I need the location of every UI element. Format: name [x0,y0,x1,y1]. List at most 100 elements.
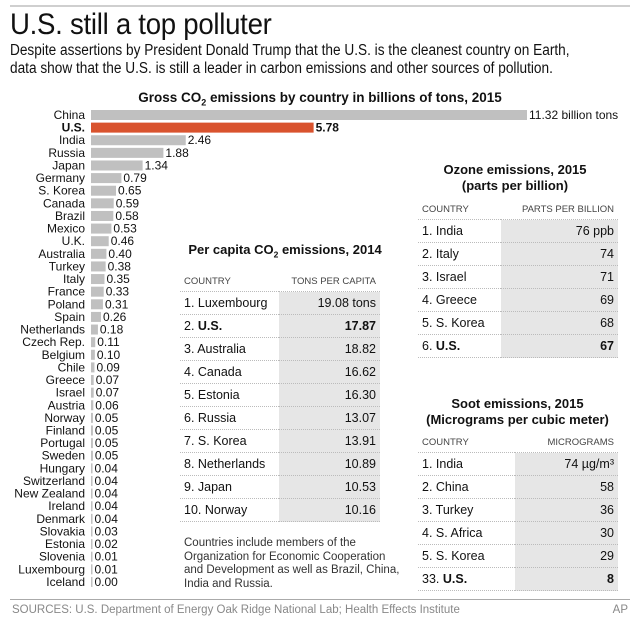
rank: 1. [422,457,436,471]
credit: AP [612,604,628,616]
bar-category-label: Austria [48,398,86,412]
country-name: Turkey [435,503,474,517]
table-row: 9. Japan 10.53 [180,475,380,499]
value-cell: 17.87 [279,314,380,338]
country-name: India [435,224,464,238]
country-cell: 9. Japan [180,475,280,499]
bar-value-label: 5.78 [316,121,340,135]
bar-value-label: 0.09 [96,360,120,374]
rank: 2. [422,247,436,261]
per-capita-title-sub: 2 [273,249,279,260]
bar-category-label: Iceland [46,575,85,589]
country-cell: 1. India [418,219,501,243]
table-row: 7. S. Korea 13.91 [180,429,380,453]
rank: 5. [422,316,436,330]
bar [91,122,314,133]
bar [91,236,109,247]
value-cell: 10.16 [279,498,380,522]
bar-category-label: Chile [58,360,86,374]
country-cell: 5. S. Korea [418,544,516,568]
rank: 1. [184,296,198,310]
value-cell: 58 [515,475,618,499]
dek-line-1: Despite assertions by President Donald T… [10,42,570,59]
bar-value-label: 0.26 [103,310,127,324]
bar-value-label: 0.02 [95,537,119,551]
rank: 4. [184,365,198,379]
country-name: Estonia [197,388,240,402]
bar-category-label: Netherlands [20,323,85,337]
bar-category-label: S. Korea [38,184,85,198]
bar [91,400,94,411]
top-rule [10,5,630,7]
bar-value-label: 0.04 [95,512,119,526]
bar-category-label: Portugal [40,436,85,450]
bar-category-label: China [54,108,86,122]
rank: 4. [422,526,436,540]
bar-value-label: 0.40 [108,247,132,261]
rank: 5. [184,388,198,402]
country-name: Norway [204,503,248,517]
bar-category-label: Slovenia [39,550,85,564]
chart-title-sub: 2 [201,97,207,108]
table-header: COUNTRY MICROGRAMS [418,432,618,453]
table-row: 2. China 58 [418,475,618,499]
rank: 3. [422,270,436,284]
table-header: COUNTRY PARTS PER BILLION [418,199,618,220]
value-cell: 8 [515,567,618,591]
value-cell: 74 µg/m³ [515,452,618,476]
value-cell: 74 [500,242,618,266]
rank: 4. [422,293,436,307]
bar-value-label: 0.58 [115,209,139,223]
country-cell: 3. Israel [418,265,501,289]
bar-category-label: U.S. [62,121,85,135]
soot-title-line-1: Soot emissions, 2015 [451,396,584,411]
bar-value-label: 0.00 [95,575,119,589]
country-cell: 5. Estonia [180,383,280,407]
table-row: 6. Russia 13.07 [180,406,380,430]
per-capita-title-rest: emissions, 2014 [278,242,382,257]
chart-title-text: Gross CO [138,90,202,105]
value-cell: 10.89 [279,452,380,476]
bar-value-label: 0.59 [116,196,140,210]
bar-category-label: Sweden [42,449,85,463]
rank: 3. [422,503,436,517]
bar-category-label: Luxembourg [18,562,85,576]
bar [91,412,93,423]
rank: 2. [184,319,198,333]
country-cell: 33. U.S. [418,567,516,591]
bar-value-label: 0.01 [95,562,119,576]
bar-value-label: 0.18 [100,323,124,337]
bar [91,387,94,398]
country-name: U.S. [197,319,223,333]
soot-title: Soot emissions, 2015 (Micrograms per cub… [405,396,630,428]
country-cell: 2. China [418,475,516,499]
country-name: U.S. [442,572,468,586]
bar [91,539,93,550]
bar [91,551,93,562]
country-cell: 1. Luxembourg [180,291,280,315]
table-row: 4. Greece 69 [418,288,618,312]
country-name: Canada [197,365,242,379]
dek: Despite assertions by President Donald T… [10,42,573,78]
bar [91,349,95,360]
bar-value-label: 0.79 [123,171,147,185]
col-country: COUNTRY [418,432,516,453]
bar-category-label: Switzerland [23,474,85,488]
country-name: S. Korea [197,434,247,448]
value-cell: 16.30 [279,383,380,407]
bar [91,135,186,146]
bar-category-label: Greece [46,373,86,387]
table-row: 10. Norway 10.16 [180,498,380,522]
bar-value-label: 1.88 [165,146,189,160]
country-name: Israel [435,270,467,284]
country-cell: 6. Russia [180,406,280,430]
country-cell: 10. Norway [180,498,280,522]
table-row: 3. Australia 18.82 [180,337,380,361]
per-capita-note: Countries include members of the Organiz… [184,537,400,590]
chart-title: Gross CO2 emissions by country in billio… [0,90,640,108]
table-row: 2. U.S. 17.87 [180,314,380,338]
rank: 10. [184,503,205,517]
country-cell: 1. India [418,452,516,476]
value-cell: 76 ppb [500,219,618,243]
